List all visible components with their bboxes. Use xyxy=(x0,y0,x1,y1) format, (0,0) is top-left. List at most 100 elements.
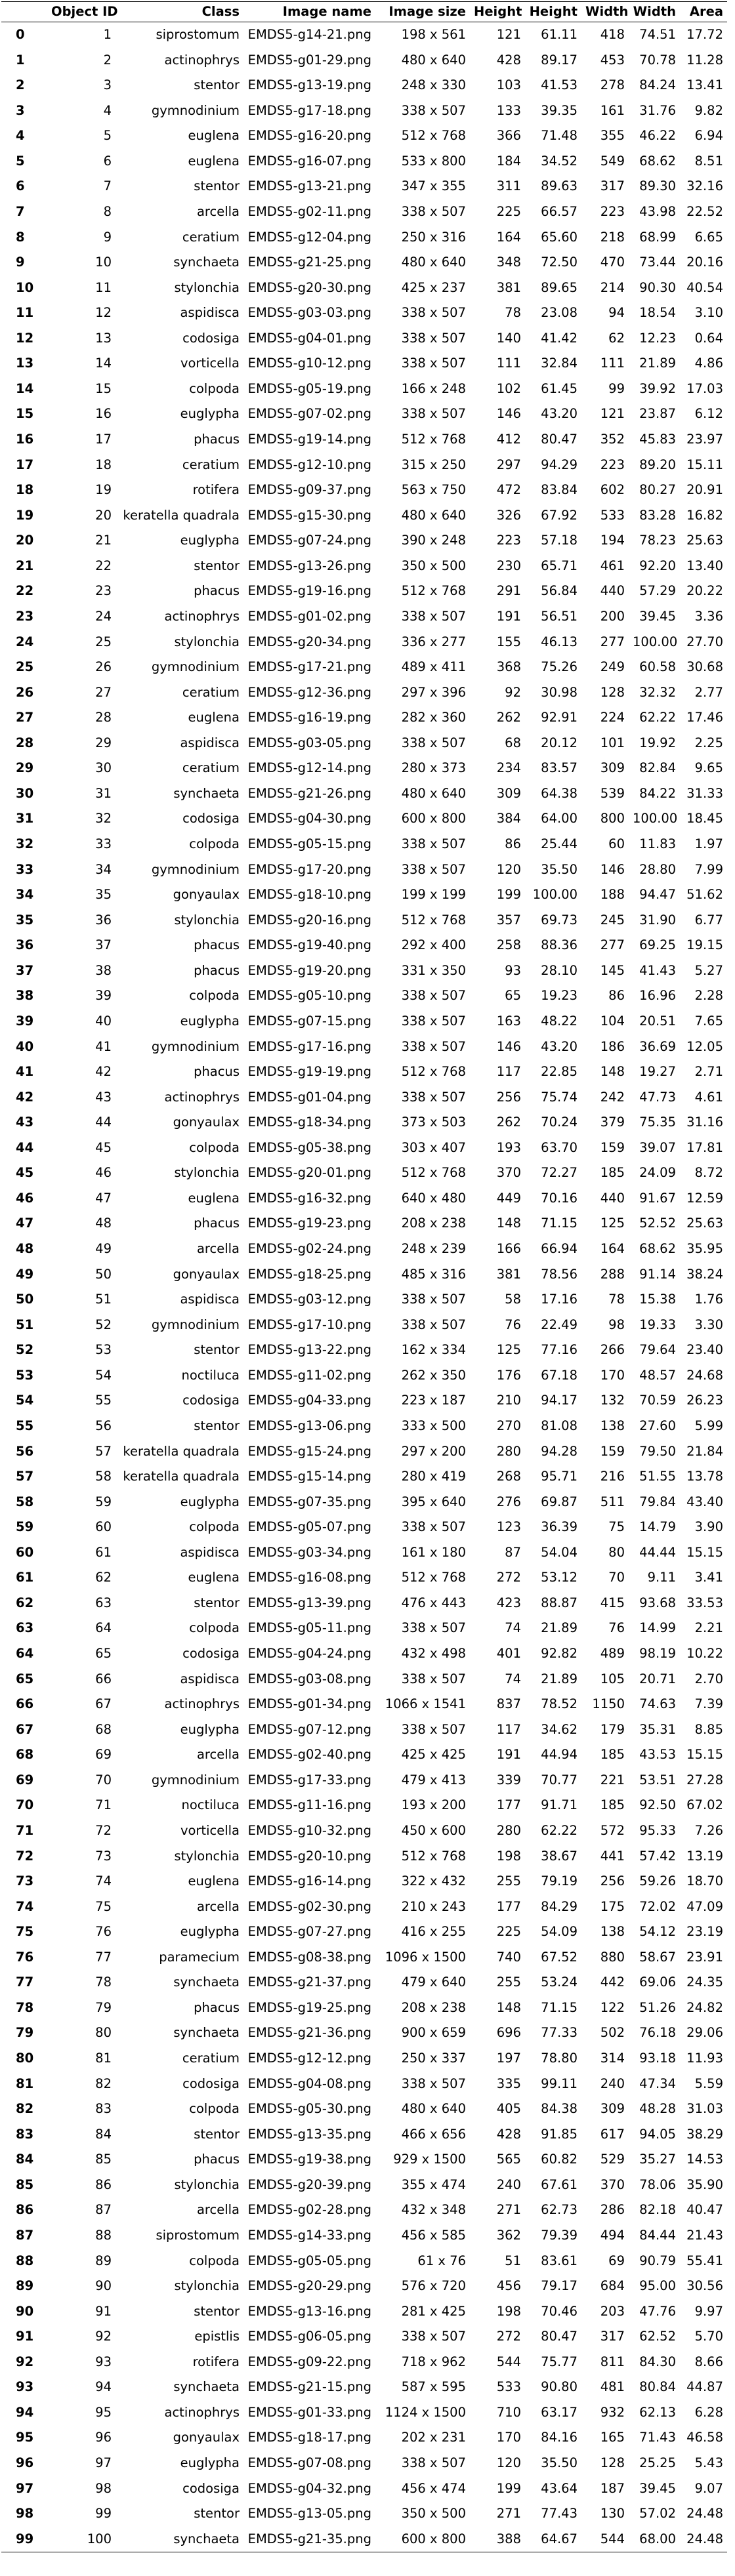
cell-image-size: 480 x 640 xyxy=(401,52,466,68)
cell-width-px: 146 xyxy=(600,861,625,877)
cell-image-name: EMDS5-g13-05.png xyxy=(247,2506,371,2522)
cell-height-px: 210 xyxy=(496,1393,521,1408)
cell-image-name: EMDS5-g10-12.png xyxy=(247,356,371,371)
cell-image-name: EMDS5-g17-20.png xyxy=(247,861,371,877)
cell-image-size: 262 x 350 xyxy=(401,1367,466,1383)
cell-area: 8.51 xyxy=(694,153,723,169)
cell-object-id: 15 xyxy=(95,380,112,396)
cell-height-px: 123 xyxy=(496,1519,521,1535)
cell-width-pct: 53.51 xyxy=(639,1772,676,1788)
cell-image-size: 512 x 768 xyxy=(401,912,466,928)
cell-class-name: noctiluca xyxy=(181,1797,240,1813)
cell-class-name: gonyaulax xyxy=(173,1114,240,1130)
cell-area: 2.77 xyxy=(694,684,723,700)
cell-image-name: EMDS5-g03-05.png xyxy=(247,735,371,750)
cell-width-pct: 80.27 xyxy=(639,482,676,498)
cell-image-name: EMDS5-g02-28.png xyxy=(247,2202,371,2218)
cell-area: 33.53 xyxy=(686,1595,723,1610)
cell-image-size: 210 x 243 xyxy=(401,1898,466,1914)
cell-height-px: 140 xyxy=(496,330,521,346)
cell-width-px: 80 xyxy=(608,1544,625,1560)
cell-image-size: 718 x 962 xyxy=(401,2354,466,2369)
cell-area: 4.61 xyxy=(694,1089,723,1105)
cell-row-index: 83 xyxy=(16,2126,34,2142)
cell-image-size: 355 x 474 xyxy=(401,2177,466,2192)
table-row: 37 38 phacus EMDS5-g19-20.png 331 x 350 93 28.… xyxy=(1,958,727,984)
cell-image-size: 347 x 355 xyxy=(401,178,466,194)
cell-height-pct: 79.39 xyxy=(541,2227,578,2243)
cell-width-pct: 59.26 xyxy=(639,1873,676,1889)
cell-area: 14.53 xyxy=(686,2152,723,2167)
cell-width-pct: 84.24 xyxy=(639,77,676,93)
cell-image-size: 338 x 507 xyxy=(401,356,466,371)
cell-row-index: 34 xyxy=(16,887,34,903)
cell-object-id: 1 xyxy=(103,27,112,42)
cell-area: 67.02 xyxy=(686,1797,723,1813)
cell-height-pct: 61.11 xyxy=(541,27,578,42)
cell-width-pct: 95.33 xyxy=(639,1822,676,1838)
cell-object-id: 39 xyxy=(95,988,112,1004)
cell-row-index: 81 xyxy=(16,2075,34,2091)
table-row: 31 32 codosiga EMDS5-g04-30.png 600 x 800 384… xyxy=(1,806,727,832)
cell-class-name: ceratium xyxy=(182,229,240,245)
cell-area: 16.82 xyxy=(686,507,723,523)
cell-width-px: 800 xyxy=(600,811,625,827)
cell-height-pct: 41.42 xyxy=(541,330,578,346)
cell-image-size: 600 x 800 xyxy=(401,811,466,827)
table-row: 41 42 phacus EMDS5-g19-19.png 512 x 768 117 22… xyxy=(1,1059,727,1085)
cell-object-id: 60 xyxy=(95,1519,112,1535)
cell-class-name: gymnodinium xyxy=(151,102,240,118)
cell-width-pct: 27.60 xyxy=(639,1418,676,1433)
cell-width-px: 288 xyxy=(600,1266,625,1282)
cell-width-px: 245 xyxy=(600,912,625,928)
cell-height-pct: 67.52 xyxy=(541,1949,578,1965)
cell-image-name: EMDS5-g12-04.png xyxy=(247,229,371,245)
cell-height-pct: 64.00 xyxy=(541,811,578,827)
cell-image-size: 1066 x 1541 xyxy=(385,1696,466,1712)
cell-object-id: 36 xyxy=(95,912,112,928)
cell-class-name: phacus xyxy=(194,2152,240,2167)
cell-height-pct: 21.89 xyxy=(541,1671,578,1687)
cell-area: 19.15 xyxy=(686,937,723,953)
cell-image-size: 563 x 750 xyxy=(401,482,466,498)
cell-class-name: arcella xyxy=(196,1747,240,1763)
cell-object-id: 42 xyxy=(95,1064,112,1080)
cell-image-name: EMDS5-g05-15.png xyxy=(247,836,371,851)
table-row: 74 75 arcella EMDS5-g02-30.png 210 x 243 177 8… xyxy=(1,1894,727,1920)
cell-height-pct: 78.56 xyxy=(541,1266,578,1282)
cell-area: 32.16 xyxy=(686,178,723,194)
cell-width-px: 544 xyxy=(581,2526,629,2553)
cell-class-name: keratella quadrala xyxy=(123,1443,240,1459)
cell-area: 24.48 xyxy=(680,2526,727,2553)
table-row: 61 62 euglena EMDS5-g16-08.png 512 x 768 272 5… xyxy=(1,1565,727,1591)
table-row: 30 31 synchaeta EMDS5-g21-26.png 480 x 640 30… xyxy=(1,781,727,807)
cell-row-index: 16 xyxy=(16,432,34,447)
cell-class-name: stentor xyxy=(194,1595,240,1610)
cell-height-pct: 39.35 xyxy=(541,102,578,118)
cell-object-id: 75 xyxy=(95,1898,112,1914)
cell-image-name: EMDS5-g13-22.png xyxy=(247,1342,371,1358)
cell-object-id: 91 xyxy=(95,2303,112,2319)
cell-area: 10.22 xyxy=(686,1646,723,1661)
cell-class-name: gymnodinium xyxy=(151,861,240,877)
cell-width-pct: 70.59 xyxy=(639,1393,676,1408)
cell-row-index: 4 xyxy=(16,128,25,144)
cell-image-name: EMDS5-g15-14.png xyxy=(247,1469,371,1484)
cell-area: 7.26 xyxy=(694,1822,723,1838)
cell-width-px: 277 xyxy=(600,634,625,649)
table-row: 94 95 actinophrys EMDS5-g01-33.png 1124 x 15… xyxy=(1,2400,727,2426)
cell-row-index: 68 xyxy=(16,1747,34,1763)
cell-area: 35.95 xyxy=(686,1241,723,1256)
cell-class-name: stentor xyxy=(194,1342,240,1358)
cell-height-pct: 94.17 xyxy=(541,1393,578,1408)
cell-row-index: 3 xyxy=(16,102,25,118)
cell-image-size: 297 x 200 xyxy=(401,1443,466,1459)
cell-height-pct: 70.16 xyxy=(541,1190,578,1206)
cell-image-size: 476 x 443 xyxy=(401,1595,466,1610)
cell-image-name: EMDS5-g07-12.png xyxy=(247,1721,371,1737)
cell-width-pct: 79.64 xyxy=(639,1342,676,1358)
cell-class-name: paramecium xyxy=(159,1949,240,1965)
cell-area: 20.22 xyxy=(686,583,723,599)
cell-row-index: 38 xyxy=(16,988,34,1004)
cell-area: 3.90 xyxy=(694,1519,723,1535)
